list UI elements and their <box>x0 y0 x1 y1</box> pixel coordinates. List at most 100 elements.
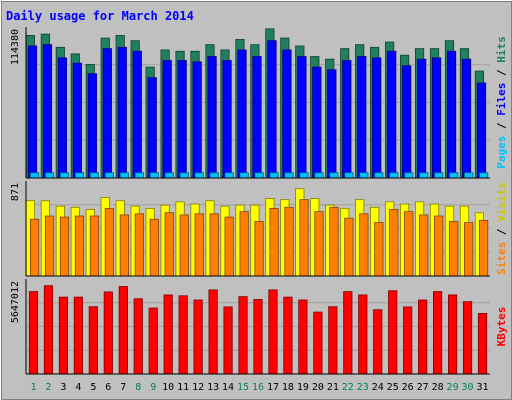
bar-pages-day-6 <box>104 172 115 179</box>
legend-visits: Visits <box>495 182 508 222</box>
bar-kbytes-day-30 <box>462 301 473 375</box>
bar-kbytes-day-9 <box>148 307 158 375</box>
day-label-10: 10 <box>162 382 174 393</box>
chart-title: Daily usage for March 2014 <box>6 9 194 23</box>
bar-files-day-19 <box>297 56 307 179</box>
panel-legend: Pages / Files / Hits <box>495 36 508 169</box>
bar-sites-day-10 <box>164 212 174 277</box>
day-label-24: 24 <box>372 382 384 393</box>
day-label-21: 21 <box>327 382 339 393</box>
bar-pages-day-26 <box>404 172 414 179</box>
panel-kbytes: 5647012 KBytes <box>10 279 508 375</box>
bar-pages-day-8 <box>134 172 144 179</box>
bar-pages-day-27 <box>419 172 429 179</box>
bar-files-day-12 <box>192 61 202 179</box>
bar-files-day-31 <box>476 82 487 179</box>
bar-sites-day-11 <box>179 214 189 277</box>
bar-files-day-4 <box>72 62 82 179</box>
day-label-4: 4 <box>75 382 81 393</box>
legend-pages: Pages <box>495 136 508 169</box>
day-label-8: 8 <box>135 382 141 393</box>
bar-files-day-27 <box>417 58 427 179</box>
bar-sites-day-29 <box>449 221 459 277</box>
day-label-13: 13 <box>207 382 219 393</box>
bar-sites-day-6 <box>104 207 115 277</box>
bar-pages-day-15 <box>239 172 249 179</box>
bar-kbytes-day-16 <box>253 299 263 375</box>
panel-traffic: 114380 Pages / Files / Hits <box>10 27 508 179</box>
bar-kbytes-day-24 <box>373 309 383 375</box>
bar-kbytes-day-18 <box>283 296 293 375</box>
bar-files-day-2 <box>42 44 53 179</box>
day-label-29: 29 <box>447 382 459 393</box>
day-label-20: 20 <box>312 382 324 393</box>
bar-kbytes-day-2 <box>43 285 54 375</box>
bar-kbytes-day-4 <box>73 296 83 375</box>
bar-files-day-21 <box>327 69 337 179</box>
bar-pages-day-20 <box>314 172 324 179</box>
day-label-6: 6 <box>105 382 111 393</box>
day-label-17: 17 <box>267 382 279 393</box>
bar-files-day-25 <box>387 50 397 179</box>
day-label-2: 2 <box>45 382 51 393</box>
bar-sites-day-3 <box>59 216 70 277</box>
bar-files-day-13 <box>207 56 217 179</box>
day-label-14: 14 <box>222 382 234 393</box>
bar-pages-day-28 <box>434 172 444 179</box>
bar-sites-day-2 <box>44 215 55 277</box>
bar-kbytes-day-31 <box>477 313 488 375</box>
bar-sites-day-21 <box>329 206 339 277</box>
panel-max-label: 5647012 <box>10 281 21 323</box>
bar-sites-day-1 <box>29 218 40 277</box>
bar-kbytes-day-23 <box>358 294 368 375</box>
bar-sites-day-17 <box>269 207 279 277</box>
bar-kbytes-day-26 <box>403 306 413 375</box>
bar-sites-day-25 <box>389 209 399 277</box>
day-label-18: 18 <box>282 382 294 393</box>
bar-pages-day-29 <box>449 172 459 179</box>
bar-files-day-22 <box>342 60 352 179</box>
bar-files-day-23 <box>357 56 367 179</box>
bar-pages-day-18 <box>284 172 294 179</box>
bar-pages-day-7 <box>119 172 129 179</box>
bar-pages-day-1 <box>29 172 40 179</box>
bar-kbytes-day-1 <box>28 291 39 375</box>
bar-sites-day-16 <box>254 221 264 277</box>
day-label-12: 12 <box>192 382 204 393</box>
bar-kbytes-day-25 <box>388 290 398 375</box>
bar-pages-day-16 <box>254 172 264 179</box>
panel-visits: 871 Sites / Visits <box>10 181 508 277</box>
legend-sites: Sites <box>495 242 508 275</box>
day-label-5: 5 <box>90 382 96 393</box>
bar-files-day-10 <box>162 60 172 179</box>
bar-sites-day-26 <box>404 211 414 277</box>
bar-files-day-5 <box>87 73 97 179</box>
day-label-16: 16 <box>252 382 264 393</box>
day-label-15: 15 <box>237 382 249 393</box>
bar-kbytes-day-21 <box>328 306 338 375</box>
bar-files-day-15 <box>237 49 247 179</box>
bar-kbytes-day-14 <box>223 306 233 375</box>
bar-pages-day-5 <box>89 172 100 179</box>
bar-files-day-3 <box>57 57 68 179</box>
bar-kbytes-day-10 <box>163 294 173 375</box>
legend-hits: Hits <box>495 36 508 63</box>
bar-kbytes-day-15 <box>238 296 248 375</box>
bar-sites-day-22 <box>344 217 354 277</box>
bar-pages-day-11 <box>179 172 189 179</box>
bar-sites-day-20 <box>314 211 324 277</box>
bar-kbytes-day-8 <box>133 298 143 375</box>
day-label-28: 28 <box>432 382 444 393</box>
bar-sites-day-28 <box>434 215 444 277</box>
bar-kbytes-day-27 <box>418 299 428 375</box>
bar-pages-day-10 <box>164 172 174 179</box>
bar-files-day-9 <box>147 77 157 179</box>
bar-files-day-7 <box>117 46 127 179</box>
bar-files-day-17 <box>267 40 277 179</box>
day-label-22: 22 <box>342 382 354 393</box>
bar-sites-day-13 <box>209 213 219 277</box>
day-label-25: 25 <box>387 382 399 393</box>
bar-pages-day-19 <box>299 172 309 179</box>
bar-sites-day-19 <box>299 199 309 277</box>
